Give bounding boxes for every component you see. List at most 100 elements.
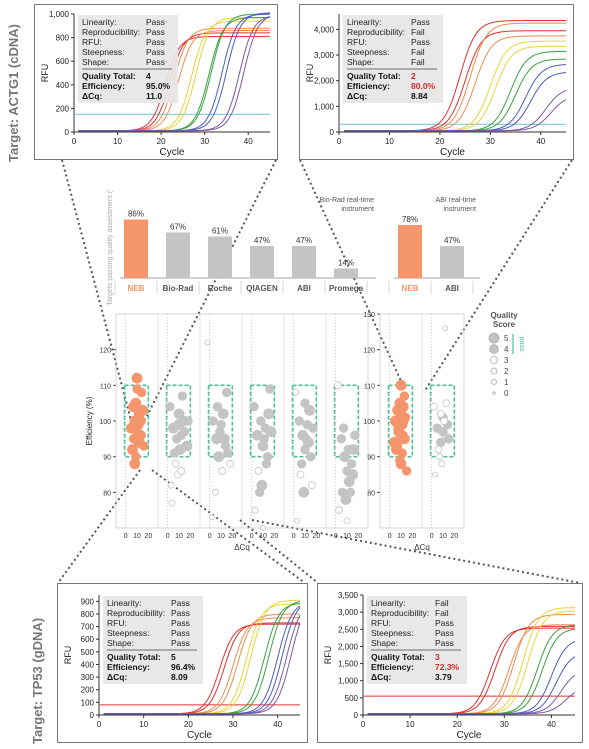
y-tick-label: 1,000	[338, 677, 359, 686]
y-tick-label: 200	[56, 104, 70, 113]
y-tick-label: 0	[65, 128, 70, 137]
y-tick-label: 2,000	[314, 77, 335, 86]
bar	[124, 219, 148, 278]
y-tick-label: 80	[367, 490, 375, 497]
x-tick-label: 20	[453, 720, 462, 729]
data-point	[128, 401, 139, 413]
legend-level: 1	[504, 378, 509, 387]
data-point	[132, 384, 142, 394]
y-tick-label: 0	[330, 128, 335, 137]
y-axis-label: Efficiency (%)	[85, 396, 94, 445]
quality-summary-value: 95.0%	[146, 81, 171, 91]
data-point	[165, 402, 175, 412]
data-point	[135, 415, 146, 427]
y-tick-label: 0	[354, 711, 359, 720]
quality-summary-label: Quality Total:	[347, 71, 401, 81]
quality-summary-label: Quality Total:	[82, 71, 136, 81]
data-point	[209, 514, 215, 521]
quality-criterion-label: Steepness:	[107, 628, 150, 638]
data-point	[179, 426, 190, 437]
quality-criterion-value: Pass	[435, 638, 454, 648]
bar-value-label: 47%	[444, 236, 460, 245]
y-tick-label: 800	[56, 34, 70, 43]
data-point	[401, 466, 412, 476]
quality-summary-label: Efficiency:	[107, 662, 150, 672]
data-point	[254, 487, 265, 498]
x-tick-label: 20	[354, 533, 362, 540]
legend-marker	[489, 344, 499, 354]
x-tick-label: 10	[301, 533, 309, 540]
quality-criterion-value: Pass	[146, 37, 165, 47]
quality-criterion-label: Shape:	[107, 638, 134, 648]
data-point	[177, 391, 188, 401]
quality-criterion-value: Fail	[411, 27, 425, 37]
quality-box	[367, 596, 467, 684]
quality-criterion-value: Fail	[411, 57, 425, 67]
data-point	[259, 434, 269, 444]
x-axis-label: Cycle	[456, 730, 481, 741]
quality-criterion-value: Fail	[435, 598, 449, 608]
data-point	[335, 506, 343, 515]
y-tick-label: 1,000	[314, 102, 335, 111]
quality-criterion-label: Reproducibility:	[371, 608, 429, 618]
data-point	[216, 419, 226, 430]
x-axis-label: ΔCq	[414, 543, 430, 552]
quality-criterion-label: Steepness:	[371, 628, 414, 638]
data-point	[129, 458, 141, 470]
y-tick-label: 1,500	[338, 660, 359, 669]
tp53-neb-amplification-plot: 0 100 200 300 400 500 600 700 800 900 0 10 20 30 40 Cyc…	[63, 595, 301, 741]
data-point	[218, 433, 230, 445]
data-point	[294, 517, 300, 524]
quality-summary-label: Quality Total:	[107, 652, 161, 662]
abi-passing-bar-chart: ABI real-time instrument 78% NEB 47% ABI	[388, 197, 480, 294]
legend-marker	[492, 391, 496, 395]
y-tick-label: 500	[345, 694, 359, 703]
legend-marker	[490, 356, 498, 364]
y-tick-label: 2,500	[338, 625, 359, 634]
data-point	[251, 506, 259, 514]
data-point	[294, 416, 305, 426]
y-tick-label: 90	[103, 455, 111, 462]
data-point	[261, 459, 272, 469]
quality-summary-value: 72.3%	[435, 662, 460, 672]
data-point	[336, 434, 347, 444]
biorad-passing-bar-chart: Targets passing quality assessment (%) Bi…	[107, 190, 376, 306]
quality-summary-label: Efficiency:	[347, 81, 390, 91]
y-tick-label: 110	[364, 383, 375, 390]
y-tick-label: 3,500	[338, 591, 359, 600]
data-point	[204, 339, 211, 346]
amplification-curve	[344, 99, 567, 132]
bar	[166, 232, 190, 278]
x-tick-label: 0	[337, 137, 342, 146]
x-tick-label: 20	[184, 720, 193, 729]
amplification-curve	[103, 623, 301, 715]
legend-level: 0	[504, 389, 509, 398]
quality-summary-label: Quality Total:	[371, 652, 425, 662]
bar-value-label: 61%	[212, 227, 228, 236]
y-tick-label: 0	[90, 711, 95, 720]
y-tick-label: 400	[56, 81, 70, 90]
x-tick-label: 10	[133, 533, 141, 540]
data-point	[260, 525, 266, 531]
y-tick-label: 600	[81, 635, 95, 644]
data-point	[167, 481, 175, 489]
bar-category-label: Roche	[208, 284, 233, 293]
data-point	[183, 416, 193, 426]
y-tick-label: 100	[99, 419, 111, 426]
legend-marker	[491, 379, 497, 385]
data-point	[348, 444, 360, 455]
data-point	[139, 441, 149, 451]
data-point	[208, 416, 218, 426]
bar-category-label: QIAGEN	[246, 284, 278, 293]
data-point	[308, 423, 318, 433]
y-axis-label: RFU	[63, 646, 73, 665]
legend-level: 3	[504, 356, 509, 365]
quality-summary-value: 2	[411, 71, 416, 81]
x-tick-label: 0	[292, 533, 296, 540]
data-point	[254, 467, 263, 475]
data-point	[397, 448, 407, 458]
